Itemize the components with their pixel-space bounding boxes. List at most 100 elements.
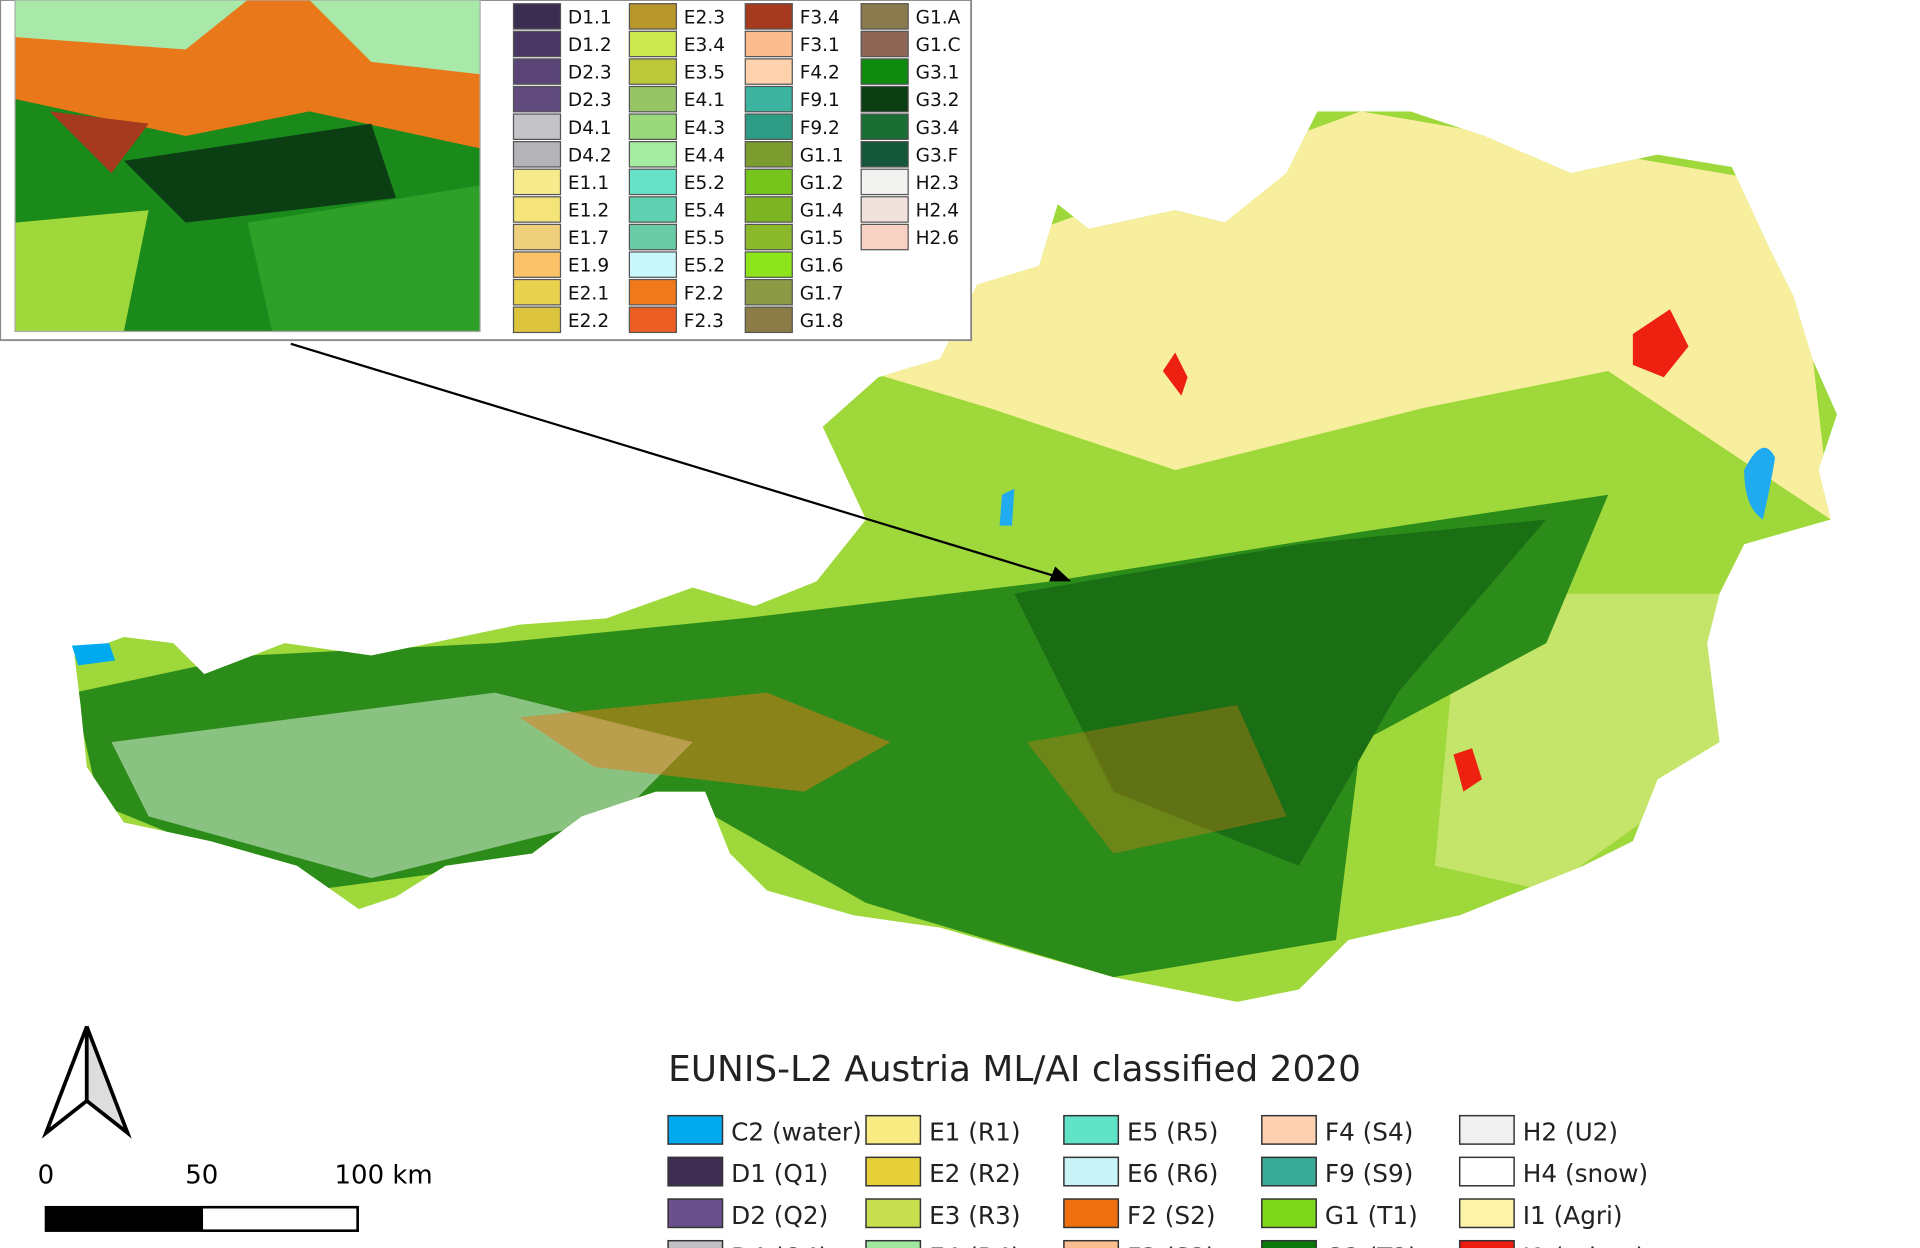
scale-bar-white	[200, 1205, 359, 1232]
inset-label: E4.1	[684, 90, 725, 111]
inset-swatch	[860, 141, 909, 168]
inset-swatch	[860, 113, 909, 141]
inset-swatch	[744, 30, 793, 58]
inset-label: F3.4	[800, 8, 840, 29]
inset-swatch	[628, 30, 678, 58]
legend-swatch	[1458, 1198, 1515, 1229]
legend-swatch	[1063, 1198, 1120, 1229]
inset-label: E1.2	[568, 201, 609, 222]
inset-swatch	[512, 168, 562, 196]
inset-label: E5.4	[684, 201, 725, 222]
legend-swatch	[1261, 1114, 1317, 1145]
inset-swatch	[744, 278, 793, 306]
inset-label: E4.3	[684, 118, 725, 139]
inset-swatch	[512, 113, 562, 141]
inset-label: E2.3	[684, 8, 725, 29]
legend-swatch	[667, 1239, 724, 1248]
legend-label: D1 (Q1)	[731, 1159, 828, 1188]
legend-label: F3 (S3)	[1127, 1242, 1216, 1248]
inset-label: F9.2	[800, 118, 840, 139]
legend-swatch	[667, 1114, 724, 1145]
scale-bar-frame	[44, 1205, 359, 1232]
scale-bar-black	[45, 1207, 202, 1231]
inset-label: G1.C	[916, 35, 961, 56]
inset-label: G1.7	[800, 283, 844, 304]
legend-swatch	[667, 1198, 724, 1229]
legend-label: F4 (S4)	[1325, 1117, 1414, 1146]
inset-label: D2.3	[568, 90, 612, 111]
inset-swatch	[628, 113, 678, 141]
inset-swatch	[628, 168, 678, 196]
inset-swatch	[744, 113, 793, 141]
inset-label: G1.4	[800, 201, 844, 222]
legend-title: EUNIS-L2 Austria ML/AI classified 2020	[668, 1049, 1361, 1090]
legend-swatch	[865, 1156, 922, 1187]
inset-swatch	[512, 141, 562, 168]
scale-label: 50	[185, 1161, 218, 1191]
inset-swatch	[860, 58, 909, 85]
legend-swatch	[865, 1198, 922, 1229]
legend-label: H2 (U2)	[1523, 1117, 1618, 1146]
inset-swatch	[628, 196, 678, 223]
legend-swatch	[1063, 1239, 1120, 1248]
inset-swatch	[744, 251, 793, 278]
legend-label: E2 (R2)	[929, 1159, 1020, 1188]
legend-swatch	[865, 1239, 922, 1248]
inset-label: F3.1	[800, 35, 840, 56]
inset-swatch	[628, 223, 678, 251]
legend-label: F2 (S2)	[1127, 1201, 1216, 1230]
legend-label: C2 (water)	[731, 1117, 862, 1146]
inset-swatch	[744, 223, 793, 251]
legend-label: G1 (T1)	[1325, 1201, 1418, 1230]
inset-label: E1.9	[568, 256, 609, 277]
inset-swatch	[512, 306, 562, 334]
legend-label: E5 (R5)	[1127, 1117, 1218, 1146]
inset-label: G3.4	[916, 118, 960, 139]
legend-swatch	[1063, 1156, 1120, 1187]
inset-swatch	[628, 141, 678, 168]
inset-label: E5.2	[684, 173, 725, 194]
inset-swatch	[628, 251, 678, 278]
legend-swatch	[1063, 1114, 1120, 1145]
inset-swatch	[860, 30, 909, 58]
inset-map	[0, 0, 973, 342]
inset-swatch	[512, 85, 562, 113]
legend-swatch	[1458, 1239, 1515, 1248]
inset-label: G3.1	[916, 63, 960, 84]
legend-swatch	[1261, 1198, 1317, 1229]
inset-label: E4.4	[684, 145, 725, 166]
legend-label: E3 (R3)	[929, 1201, 1020, 1230]
inset-label: G3.F	[916, 145, 959, 166]
inset-swatch	[512, 30, 562, 58]
legend-label: I1 (urban)	[1523, 1242, 1646, 1248]
legend-label: I1 (Agri)	[1523, 1201, 1623, 1230]
inset-swatch	[512, 58, 562, 85]
inset-swatch	[512, 196, 562, 223]
inset-swatch	[512, 3, 562, 30]
inset-swatch	[744, 306, 793, 334]
inset-swatch	[512, 223, 562, 251]
legend-label: H4 (snow)	[1523, 1159, 1648, 1188]
inset-label: F2.3	[684, 311, 724, 332]
inset-label: H2.6	[916, 228, 959, 249]
legend-label: E4 (R4)	[929, 1242, 1020, 1248]
legend-label: F9 (S9)	[1325, 1159, 1414, 1188]
inset-swatch	[628, 58, 678, 85]
inset-label: E2.2	[568, 311, 609, 332]
inset-label: H2.4	[916, 201, 959, 222]
inset-swatch	[744, 3, 793, 30]
inset-label: F9.1	[800, 90, 840, 111]
inset-label: E3.5	[684, 63, 725, 84]
inset-label: E3.4	[684, 35, 725, 56]
scale-label: 0	[38, 1161, 55, 1191]
inset-label: G1.2	[800, 173, 844, 194]
inset-swatch	[512, 278, 562, 306]
legend-label: D4 (Q4)	[731, 1242, 828, 1248]
inset-swatch	[860, 168, 909, 196]
inset-label: D1.2	[568, 35, 612, 56]
inset-swatch	[860, 196, 909, 223]
inset-label: F4.2	[800, 63, 840, 84]
arrow-head	[1049, 566, 1072, 582]
inset-arrow	[290, 342, 1065, 580]
